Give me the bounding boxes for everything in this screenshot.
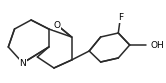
Text: OH: OH [150,41,164,49]
Text: O: O [54,21,61,29]
Text: N: N [19,59,26,67]
Text: F: F [118,14,123,22]
